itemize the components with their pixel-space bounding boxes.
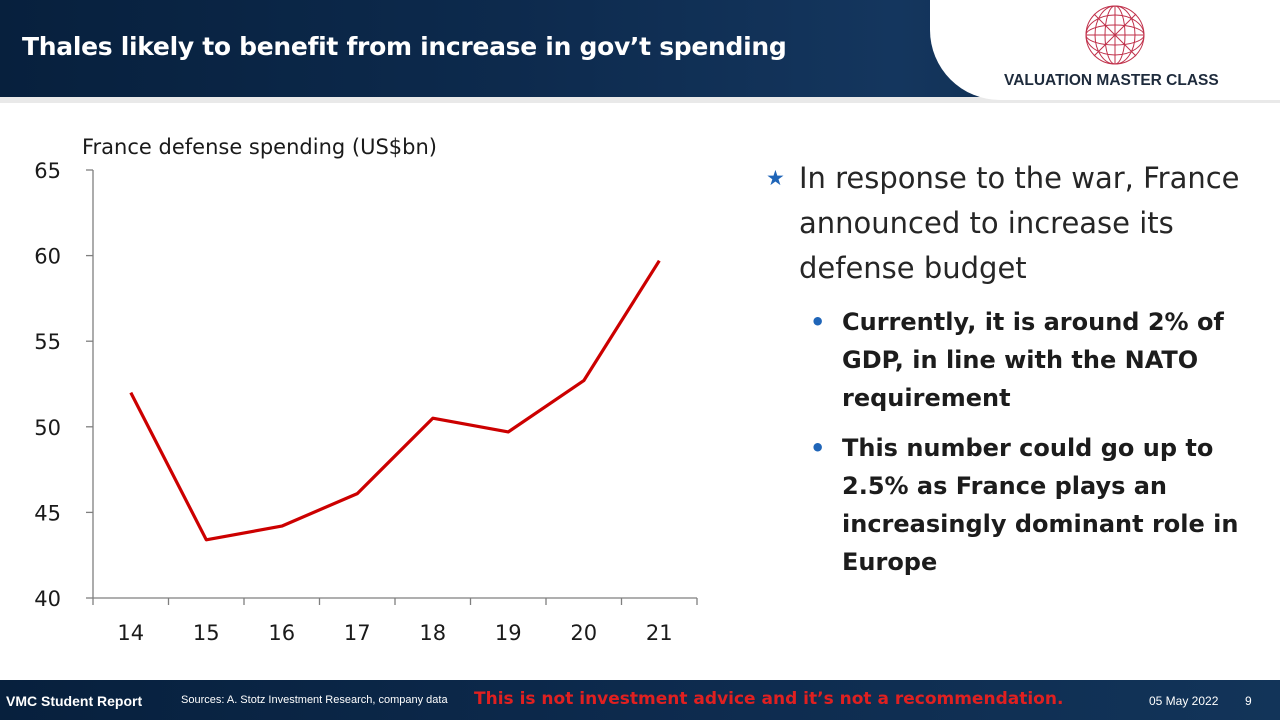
y-tick-label: 40 <box>34 587 61 611</box>
sources-text: Sources: A. Stotz Investment Research, c… <box>181 694 448 706</box>
dot-bullet-icon: • <box>810 308 826 336</box>
y-tick-label: 55 <box>34 330 61 354</box>
main-bullet: ★ In response to the war, France announc… <box>760 156 1270 291</box>
y-tick-label: 65 <box>34 159 61 183</box>
y-tick-label: 60 <box>34 245 61 269</box>
star-bullet-icon: ★ <box>766 166 785 190</box>
x-tick-label: 16 <box>268 621 295 645</box>
disclaimer-text: This is not investment advice and it’s n… <box>474 689 1064 709</box>
page-number: 9 <box>1245 694 1252 708</box>
footer-bar: VMC Student Report Sources: A. Stotz Inv… <box>0 680 1280 720</box>
y-tick-label: 50 <box>34 416 61 440</box>
bullet-list: ★ In response to the war, France announc… <box>760 156 1270 581</box>
x-tick-label: 20 <box>570 621 597 645</box>
x-tick-label: 18 <box>419 621 446 645</box>
main-bullet-text: In response to the war, France announced… <box>799 161 1240 285</box>
sub-bullet: • Currently, it is around 2% of GDP, in … <box>760 303 1270 417</box>
page-title: Thales likely to benefit from increase i… <box>22 32 787 61</box>
chart-title: France defense spending (US$bn) <box>82 135 437 159</box>
series-line <box>129 259 661 542</box>
x-tick-label: 19 <box>495 621 522 645</box>
x-tick-label: 15 <box>193 621 220 645</box>
date-text: 05 May 2022 <box>1149 694 1219 708</box>
report-label: VMC Student Report <box>6 693 143 709</box>
x-tick-label: 14 <box>117 621 144 645</box>
sub-bullet: • This number could go up to 2.5% as Fra… <box>760 429 1270 581</box>
line-chart: France defense spending (US$bn) 40 45 50 55… <box>34 135 698 645</box>
y-tick-label: 45 <box>34 501 61 525</box>
globe-icon <box>1085 5 1145 65</box>
x-tick-label: 21 <box>646 621 673 645</box>
sub-bullet-text: Currently, it is around 2% of GDP, in li… <box>842 308 1224 412</box>
logo-text: VALUATION MASTER CLASS <box>1004 72 1219 89</box>
header-divider <box>0 97 1280 103</box>
sub-bullet-text: This number could go up to 2.5% as Franc… <box>842 434 1239 576</box>
x-tick-label: 17 <box>344 621 371 645</box>
dot-bullet-icon: • <box>810 434 826 462</box>
